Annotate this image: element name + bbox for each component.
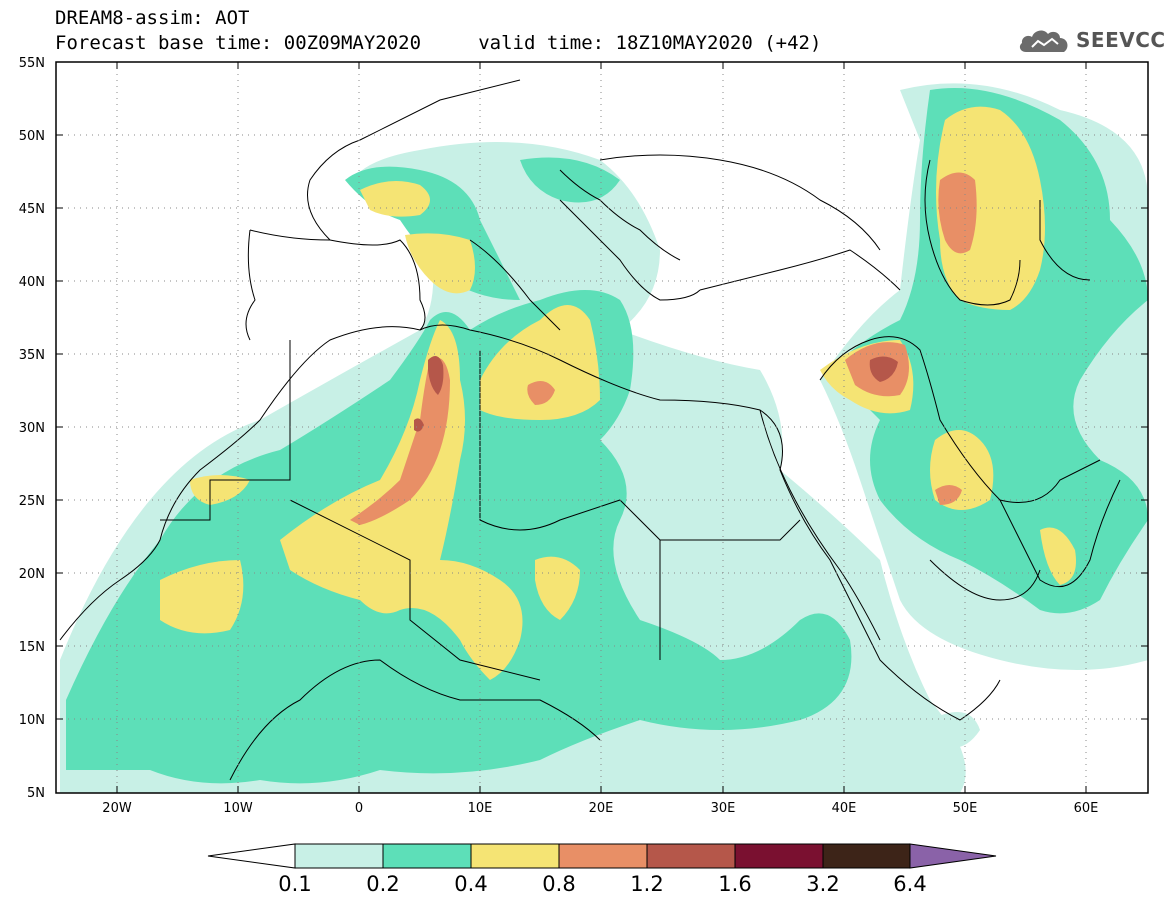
y-tick-label: 25N [19, 494, 45, 509]
colorbar-swatch [646, 843, 736, 869]
y-tick-label: 55N [19, 56, 45, 71]
forecast-time-line: Forecast base time: 00Z09MAY2020 valid t… [55, 32, 822, 54]
x-tick-label: 20E [589, 801, 614, 816]
x-tick-labels: 20W 10W 0 10E 20E 30E 40E 50E 60E [102, 801, 1098, 816]
colorbar-label: 0.1 [278, 872, 312, 896]
colorbar-swatch [734, 843, 824, 869]
y-tick-label: 50N [19, 129, 45, 144]
colorbar-label: 3.2 [806, 872, 840, 896]
colorbar-label: 0.8 [542, 872, 576, 896]
y-tick-label: 15N [19, 640, 45, 655]
colorbar-label: 6.4 [893, 872, 927, 896]
colorbar-swatch [470, 843, 560, 869]
colorbar-label: 1.2 [630, 872, 664, 896]
axis-ticks [56, 62, 1148, 793]
x-tick-label: 40E [832, 801, 857, 816]
colorbar-label: 0.4 [454, 872, 488, 896]
y-tick-label: 40N [19, 275, 45, 290]
colorbar-low-triangle [207, 843, 296, 869]
x-tick-label: 60E [1074, 801, 1099, 816]
colorbar-label: 1.6 [718, 872, 752, 896]
y-tick-labels: 55N 50N 45N 40N 35N 30N 25N 20N 15N 10N … [19, 56, 45, 801]
map-title: DREAM8-assim: AOT [55, 7, 250, 29]
y-tick-label: 20N [19, 567, 45, 582]
colorbar-high-triangle [909, 843, 997, 869]
colorbar-label: 0.2 [366, 872, 400, 896]
aot-field [56, 62, 1148, 793]
aot-level-1.2 [414, 356, 898, 432]
y-tick-label: 45N [19, 202, 45, 217]
x-tick-label: 0 [355, 801, 363, 816]
y-tick-label: 5N [27, 786, 45, 801]
seevccc-logo: SEEVCCC [1018, 26, 1165, 54]
colorbar-swatch [822, 843, 911, 869]
grid [56, 62, 1148, 793]
logo-text: SEEVCCC [1076, 28, 1165, 52]
colorbar-swatch [382, 843, 472, 869]
colorbar-swatch [294, 843, 384, 869]
y-tick-label: 30N [19, 421, 45, 436]
coastlines [59, 79, 1121, 781]
x-tick-label: 30E [711, 801, 736, 816]
x-tick-label: 20W [102, 801, 132, 816]
cloud-icon [1019, 30, 1068, 52]
y-tick-label: 10N [19, 713, 45, 728]
x-tick-label: 50E [953, 801, 978, 816]
x-tick-label: 10E [468, 801, 493, 816]
y-tick-label: 35N [19, 348, 45, 363]
colorbar [207, 843, 997, 869]
colorbar-swatch [558, 843, 648, 869]
x-tick-label: 10W [223, 801, 253, 816]
